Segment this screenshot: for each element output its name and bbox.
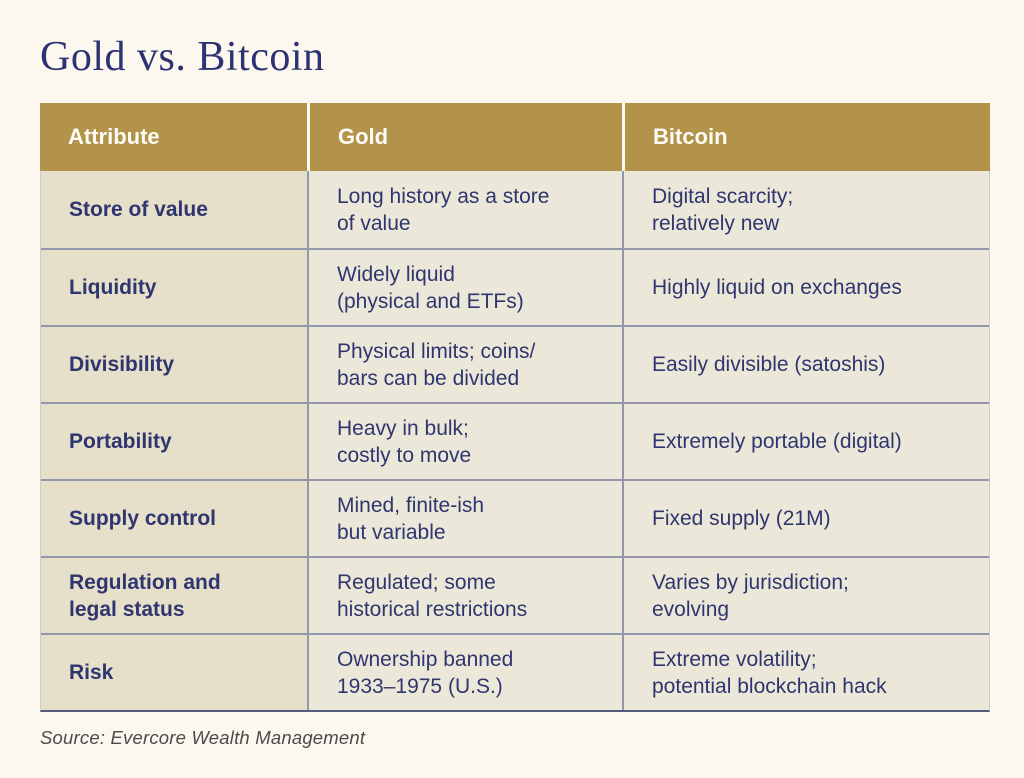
attribute-cell: Divisibility (41, 327, 307, 402)
attribute-cell: Store of value (41, 171, 307, 248)
table-header-row: Attribute Gold Bitcoin (40, 103, 990, 171)
bitcoin-cell: Fixed supply (21M) (622, 481, 989, 556)
gold-cell: Regulated; some historical restrictions (307, 558, 622, 633)
bitcoin-cell: Easily divisible (satoshis) (622, 327, 989, 402)
header-cell-gold: Gold (307, 103, 622, 171)
attribute-cell: Regulation and legal status (41, 558, 307, 633)
table-row: Portability Heavy in bulk; costly to mov… (41, 402, 989, 479)
attribute-cell: Portability (41, 404, 307, 479)
attribute-cell: Liquidity (41, 250, 307, 325)
page-title: Gold vs. Bitcoin (40, 34, 325, 80)
gold-cell: Heavy in bulk; costly to move (307, 404, 622, 479)
gold-cell: Long history as a store of value (307, 171, 622, 248)
table-row: Liquidity Widely liquid (physical and ET… (41, 248, 989, 325)
table-body: Store of value Long history as a store o… (40, 171, 990, 712)
table-row: Store of value Long history as a store o… (41, 171, 989, 248)
bitcoin-cell: Extreme volatility; potential blockchain… (622, 635, 989, 710)
table-row: Supply control Mined, finite-ish but var… (41, 479, 989, 556)
header-cell-bitcoin: Bitcoin (622, 103, 990, 171)
comparison-table: Attribute Gold Bitcoin Store of value Lo… (40, 103, 990, 712)
gold-cell: Mined, finite-ish but variable (307, 481, 622, 556)
attribute-cell: Supply control (41, 481, 307, 556)
gold-cell: Ownership banned 1933–1975 (U.S.) (307, 635, 622, 710)
gold-cell: Widely liquid (physical and ETFs) (307, 250, 622, 325)
bitcoin-cell: Extremely portable (digital) (622, 404, 989, 479)
table-row: Risk Ownership banned 1933–1975 (U.S.) E… (41, 633, 989, 710)
bitcoin-cell: Varies by jurisdiction; evolving (622, 558, 989, 633)
bitcoin-cell: Digital scarcity; relatively new (622, 171, 989, 248)
header-cell-attribute: Attribute (40, 103, 307, 171)
gold-cell: Physical limits; coins/ bars can be divi… (307, 327, 622, 402)
table-row: Divisibility Physical limits; coins/ bar… (41, 325, 989, 402)
attribute-cell: Risk (41, 635, 307, 710)
bitcoin-cell: Highly liquid on exchanges (622, 250, 989, 325)
table-row: Regulation and legal status Regulated; s… (41, 556, 989, 633)
source-attribution: Source: Evercore Wealth Management (40, 727, 366, 748)
